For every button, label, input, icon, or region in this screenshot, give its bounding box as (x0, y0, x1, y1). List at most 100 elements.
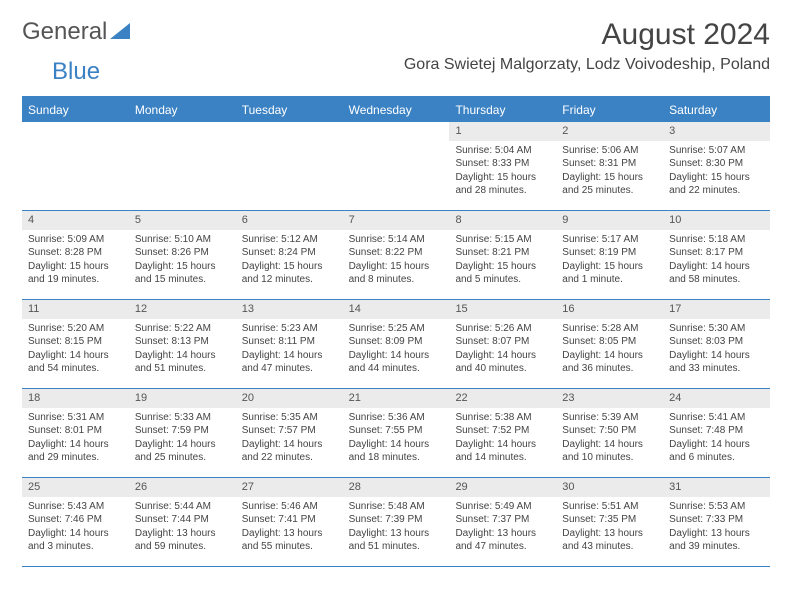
logo-text-1: General (22, 18, 107, 46)
daylight-text: Daylight: 15 hours and 15 minutes. (135, 260, 230, 287)
daylight-text: Daylight: 14 hours and 3 minutes. (28, 527, 123, 554)
day-number: 19 (129, 389, 236, 408)
day-body: Sunrise: 5:17 AMSunset: 8:19 PMDaylight:… (556, 230, 663, 291)
weekday-header: Monday (129, 98, 236, 122)
sunrise-text: Sunrise: 5:31 AM (28, 411, 123, 425)
daylight-text: Daylight: 15 hours and 5 minutes. (455, 260, 550, 287)
day-body: Sunrise: 5:46 AMSunset: 7:41 PMDaylight:… (236, 497, 343, 558)
day-number: 26 (129, 478, 236, 497)
weekday-header: Tuesday (236, 98, 343, 122)
day-cell: 16Sunrise: 5:28 AMSunset: 8:05 PMDayligh… (556, 300, 663, 388)
weekday-header: Saturday (663, 98, 770, 122)
daylight-text: Daylight: 14 hours and 18 minutes. (349, 438, 444, 465)
sunrise-text: Sunrise: 5:49 AM (455, 500, 550, 514)
daylight-text: Daylight: 15 hours and 28 minutes. (455, 171, 550, 198)
day-cell: 1Sunrise: 5:04 AMSunset: 8:33 PMDaylight… (449, 122, 556, 210)
sunrise-text: Sunrise: 5:25 AM (349, 322, 444, 336)
day-cell: 24Sunrise: 5:41 AMSunset: 7:48 PMDayligh… (663, 389, 770, 477)
daylight-text: Daylight: 14 hours and 10 minutes. (562, 438, 657, 465)
sunset-text: Sunset: 8:09 PM (349, 335, 444, 349)
day-cell: 11Sunrise: 5:20 AMSunset: 8:15 PMDayligh… (22, 300, 129, 388)
day-number: 12 (129, 300, 236, 319)
day-cell: 10Sunrise: 5:18 AMSunset: 8:17 PMDayligh… (663, 211, 770, 299)
sunrise-text: Sunrise: 5:10 AM (135, 233, 230, 247)
day-body: Sunrise: 5:14 AMSunset: 8:22 PMDaylight:… (343, 230, 450, 291)
day-cell (129, 122, 236, 210)
daylight-text: Daylight: 14 hours and 44 minutes. (349, 349, 444, 376)
sunset-text: Sunset: 8:07 PM (455, 335, 550, 349)
sunset-text: Sunset: 7:44 PM (135, 513, 230, 527)
day-body: Sunrise: 5:43 AMSunset: 7:46 PMDaylight:… (22, 497, 129, 558)
day-cell: 23Sunrise: 5:39 AMSunset: 7:50 PMDayligh… (556, 389, 663, 477)
sunset-text: Sunset: 7:57 PM (242, 424, 337, 438)
day-body: Sunrise: 5:22 AMSunset: 8:13 PMDaylight:… (129, 319, 236, 380)
sunset-text: Sunset: 8:24 PM (242, 246, 337, 260)
sunset-text: Sunset: 7:50 PM (562, 424, 657, 438)
sunrise-text: Sunrise: 5:15 AM (455, 233, 550, 247)
sunset-text: Sunset: 8:21 PM (455, 246, 550, 260)
sunrise-text: Sunrise: 5:51 AM (562, 500, 657, 514)
day-number: 16 (556, 300, 663, 319)
day-cell: 21Sunrise: 5:36 AMSunset: 7:55 PMDayligh… (343, 389, 450, 477)
sunset-text: Sunset: 7:55 PM (349, 424, 444, 438)
sunrise-text: Sunrise: 5:12 AM (242, 233, 337, 247)
weekday-header-row: SundayMondayTuesdayWednesdayThursdayFrid… (22, 98, 770, 122)
sunset-text: Sunset: 8:11 PM (242, 335, 337, 349)
day-number: 7 (343, 211, 450, 230)
daylight-text: Daylight: 14 hours and 14 minutes. (455, 438, 550, 465)
daylight-text: Daylight: 14 hours and 54 minutes. (28, 349, 123, 376)
weeks-container: 1Sunrise: 5:04 AMSunset: 8:33 PMDaylight… (22, 122, 770, 567)
day-cell: 8Sunrise: 5:15 AMSunset: 8:21 PMDaylight… (449, 211, 556, 299)
day-cell: 4Sunrise: 5:09 AMSunset: 8:28 PMDaylight… (22, 211, 129, 299)
sunset-text: Sunset: 7:41 PM (242, 513, 337, 527)
day-body: Sunrise: 5:39 AMSunset: 7:50 PMDaylight:… (556, 408, 663, 469)
day-cell: 18Sunrise: 5:31 AMSunset: 8:01 PMDayligh… (22, 389, 129, 477)
sunset-text: Sunset: 8:01 PM (28, 424, 123, 438)
daylight-text: Daylight: 14 hours and 29 minutes. (28, 438, 123, 465)
daylight-text: Daylight: 15 hours and 25 minutes. (562, 171, 657, 198)
day-cell (343, 122, 450, 210)
sunrise-text: Sunrise: 5:07 AM (669, 144, 764, 158)
sunrise-text: Sunrise: 5:46 AM (242, 500, 337, 514)
day-body: Sunrise: 5:18 AMSunset: 8:17 PMDaylight:… (663, 230, 770, 291)
day-number: 24 (663, 389, 770, 408)
sunset-text: Sunset: 7:46 PM (28, 513, 123, 527)
sunrise-text: Sunrise: 5:44 AM (135, 500, 230, 514)
day-number: 3 (663, 122, 770, 141)
sunset-text: Sunset: 7:35 PM (562, 513, 657, 527)
day-cell: 3Sunrise: 5:07 AMSunset: 8:30 PMDaylight… (663, 122, 770, 210)
day-number (129, 122, 236, 140)
weekday-header: Friday (556, 98, 663, 122)
day-number: 6 (236, 211, 343, 230)
day-number: 20 (236, 389, 343, 408)
daylight-text: Daylight: 13 hours and 55 minutes. (242, 527, 337, 554)
daylight-text: Daylight: 13 hours and 59 minutes. (135, 527, 230, 554)
day-body: Sunrise: 5:49 AMSunset: 7:37 PMDaylight:… (449, 497, 556, 558)
daylight-text: Daylight: 14 hours and 36 minutes. (562, 349, 657, 376)
day-number: 1 (449, 122, 556, 141)
day-cell (236, 122, 343, 210)
sunset-text: Sunset: 8:33 PM (455, 157, 550, 171)
sunrise-text: Sunrise: 5:17 AM (562, 233, 657, 247)
day-body: Sunrise: 5:07 AMSunset: 8:30 PMDaylight:… (663, 141, 770, 202)
day-number: 11 (22, 300, 129, 319)
sunrise-text: Sunrise: 5:26 AM (455, 322, 550, 336)
calendar: SundayMondayTuesdayWednesdayThursdayFrid… (22, 96, 770, 567)
day-body: Sunrise: 5:44 AMSunset: 7:44 PMDaylight:… (129, 497, 236, 558)
week-row: 1Sunrise: 5:04 AMSunset: 8:33 PMDaylight… (22, 122, 770, 211)
sunrise-text: Sunrise: 5:22 AM (135, 322, 230, 336)
weekday-header: Sunday (22, 98, 129, 122)
day-body: Sunrise: 5:04 AMSunset: 8:33 PMDaylight:… (449, 141, 556, 202)
day-number: 15 (449, 300, 556, 319)
sunset-text: Sunset: 8:30 PM (669, 157, 764, 171)
logo: General (22, 18, 130, 46)
sunrise-text: Sunrise: 5:53 AM (669, 500, 764, 514)
day-body: Sunrise: 5:12 AMSunset: 8:24 PMDaylight:… (236, 230, 343, 291)
day-cell: 14Sunrise: 5:25 AMSunset: 8:09 PMDayligh… (343, 300, 450, 388)
sunset-text: Sunset: 8:13 PM (135, 335, 230, 349)
sunset-text: Sunset: 8:17 PM (669, 246, 764, 260)
daylight-text: Daylight: 13 hours and 43 minutes. (562, 527, 657, 554)
day-number: 23 (556, 389, 663, 408)
day-cell: 27Sunrise: 5:46 AMSunset: 7:41 PMDayligh… (236, 478, 343, 566)
sunset-text: Sunset: 8:31 PM (562, 157, 657, 171)
